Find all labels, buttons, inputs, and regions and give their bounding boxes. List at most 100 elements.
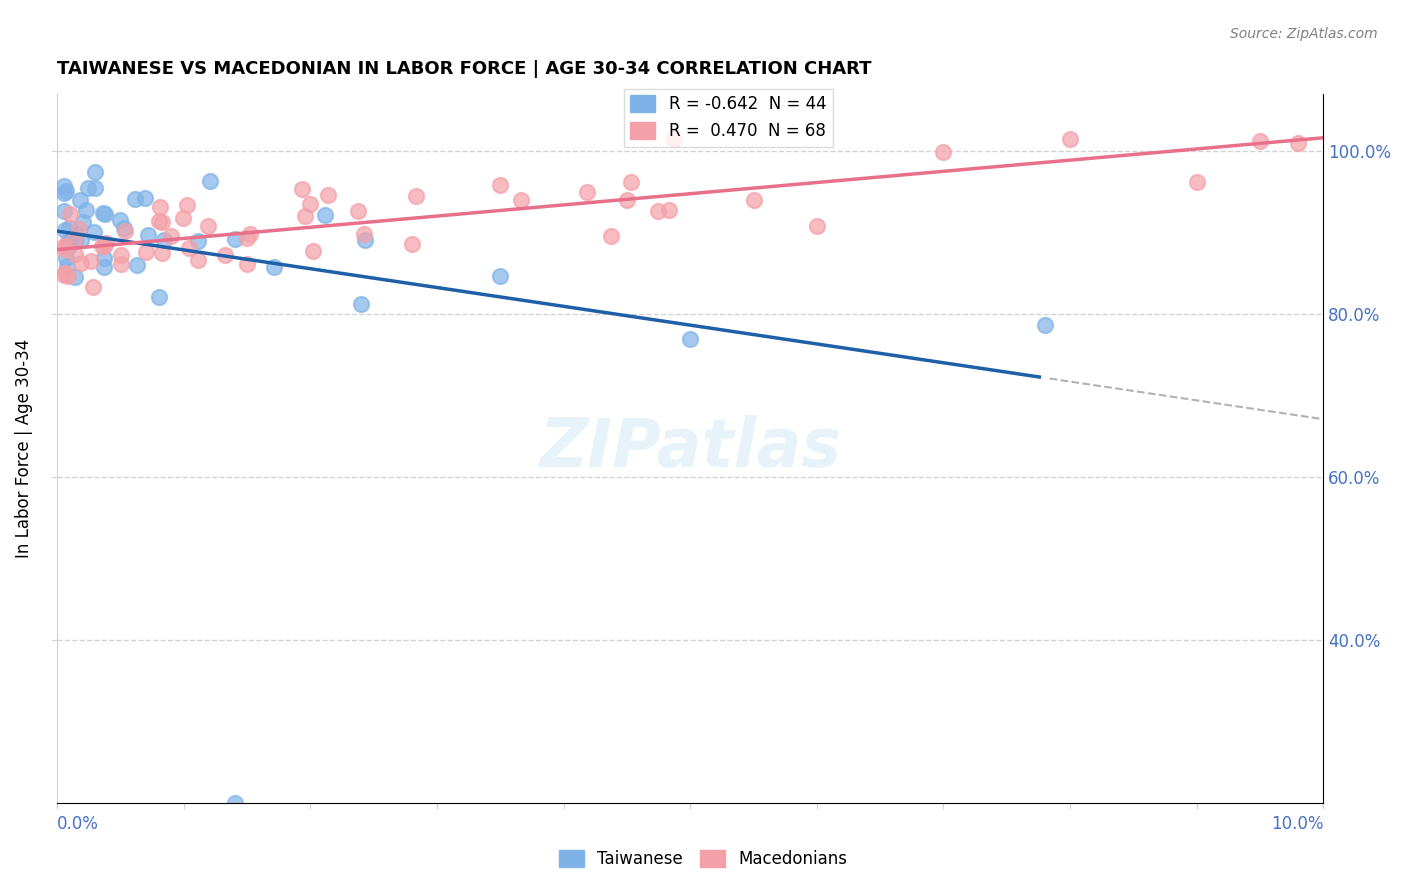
Point <box>94 207 117 221</box>
Point <box>160 229 183 244</box>
Point <box>52 178 75 193</box>
Point <box>70 256 93 270</box>
Point <box>55 251 77 265</box>
Point <box>65 227 87 242</box>
Point <box>302 244 325 258</box>
Point <box>575 186 598 200</box>
Point <box>110 248 132 262</box>
Point <box>350 297 373 311</box>
Point <box>134 191 156 205</box>
Point <box>679 332 702 346</box>
Point <box>148 290 170 304</box>
Point <box>806 219 828 233</box>
Point <box>56 260 79 274</box>
Point <box>52 268 75 282</box>
Legend: Taiwanese, Macedonians: Taiwanese, Macedonians <box>553 843 853 875</box>
Point <box>187 252 209 267</box>
Point <box>55 184 77 198</box>
Point <box>63 269 86 284</box>
Point <box>1033 318 1056 333</box>
Point <box>152 233 174 247</box>
Point <box>77 181 100 195</box>
Point <box>69 194 91 208</box>
Point <box>52 186 75 201</box>
Point <box>658 202 681 217</box>
Point <box>316 188 339 202</box>
Point <box>93 239 115 253</box>
Point <box>59 207 82 221</box>
Point <box>65 247 87 261</box>
Point <box>52 242 75 256</box>
Point <box>63 235 86 249</box>
Text: TAIWANESE VS MACEDONIAN IN LABOR FORCE | AGE 30-34 CORRELATION CHART: TAIWANESE VS MACEDONIAN IN LABOR FORCE |… <box>58 60 872 78</box>
Point <box>53 266 76 280</box>
Point <box>75 202 97 217</box>
Text: Source: ZipAtlas.com: Source: ZipAtlas.com <box>1230 27 1378 41</box>
Point <box>224 232 246 246</box>
Point <box>149 200 172 214</box>
Point <box>616 193 638 207</box>
Point <box>58 238 80 252</box>
Text: ZIPatlas: ZIPatlas <box>540 416 841 482</box>
Point <box>135 245 157 260</box>
Point <box>489 268 512 283</box>
Text: 0.0%: 0.0% <box>58 814 100 833</box>
Point <box>96 236 118 251</box>
Point <box>314 209 336 223</box>
Point <box>299 197 322 211</box>
Point <box>620 175 643 189</box>
Point <box>110 257 132 271</box>
Point <box>150 246 173 260</box>
Point <box>91 206 114 220</box>
Point <box>354 233 377 247</box>
Point <box>263 260 285 274</box>
Point <box>1185 175 1208 189</box>
Point <box>294 210 316 224</box>
Point <box>239 227 262 241</box>
Point <box>93 260 115 275</box>
Point <box>91 238 114 252</box>
Point <box>150 215 173 229</box>
Point <box>742 194 765 208</box>
Point <box>177 241 200 255</box>
Point <box>176 198 198 212</box>
Point <box>236 231 259 245</box>
Point <box>84 181 107 195</box>
Point <box>291 181 314 195</box>
Point <box>236 257 259 271</box>
Point <box>214 248 236 262</box>
Point <box>599 229 621 244</box>
Point <box>52 239 75 253</box>
Point <box>72 215 94 229</box>
Point <box>647 204 669 219</box>
Point <box>172 211 194 225</box>
Text: 10.0%: 10.0% <box>1271 814 1323 833</box>
Point <box>67 221 90 235</box>
Point <box>93 252 115 266</box>
Point <box>56 235 79 249</box>
Point <box>112 220 135 235</box>
Point <box>148 213 170 227</box>
Point <box>1059 132 1081 146</box>
Point <box>108 213 131 227</box>
Point <box>125 258 148 272</box>
Point <box>197 219 219 233</box>
Point <box>510 194 533 208</box>
Point <box>62 233 84 247</box>
Point <box>1249 134 1271 148</box>
Point <box>347 203 370 218</box>
Point <box>353 227 375 242</box>
Point <box>80 253 103 268</box>
Point <box>58 269 80 284</box>
Point <box>136 227 159 242</box>
Point <box>489 178 512 193</box>
Point <box>198 174 221 188</box>
Point <box>405 189 427 203</box>
Point <box>70 233 93 247</box>
Point <box>124 192 146 206</box>
Point <box>53 223 76 237</box>
Point <box>84 164 107 178</box>
Point <box>187 235 209 249</box>
Legend: R = -0.642  N = 44, R =  0.470  N = 68: R = -0.642 N = 44, R = 0.470 N = 68 <box>623 88 832 146</box>
Point <box>932 145 955 159</box>
